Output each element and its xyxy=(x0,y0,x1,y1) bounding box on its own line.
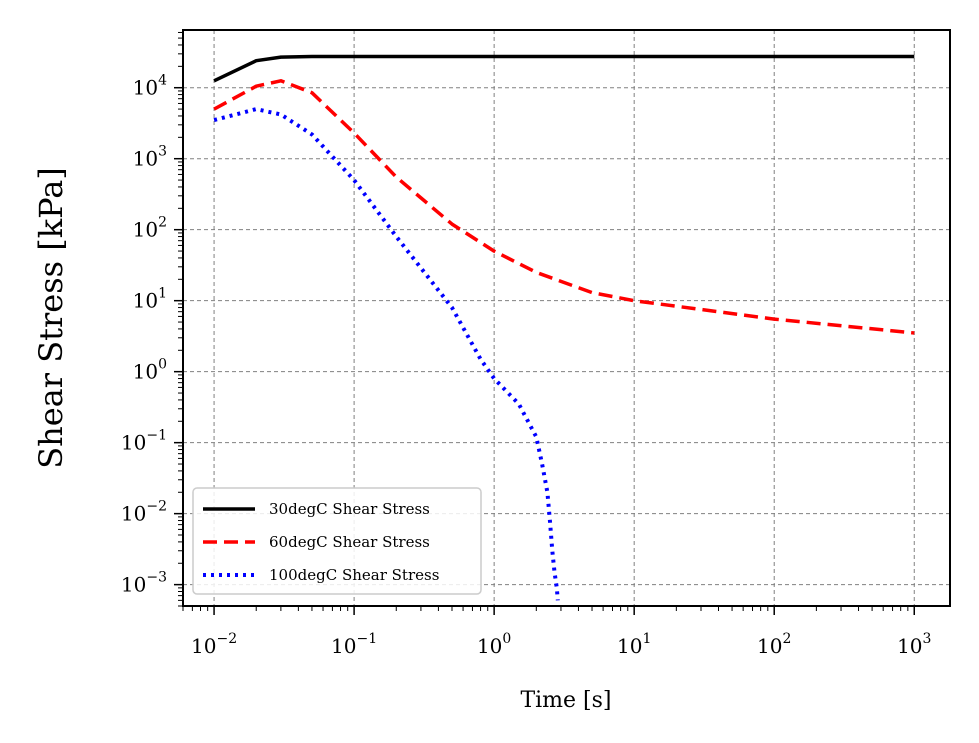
x-tick-label: 100 xyxy=(477,631,511,658)
x-axis-title: Time [s] xyxy=(520,688,611,713)
y-tick-label: 102 xyxy=(133,215,167,242)
y-tick-label: 104 xyxy=(133,73,167,100)
legend-box xyxy=(192,487,482,595)
x-tick-label: 10−2 xyxy=(191,631,237,658)
y-tick-label: 101 xyxy=(133,286,167,313)
legend: 30degC Shear Stress 60degC Shear Stress 10… xyxy=(192,487,482,595)
y-tick-label: 10−1 xyxy=(121,428,167,455)
y-tick-label: 10−2 xyxy=(121,499,167,526)
legend-label-2: 60degC Shear Stress xyxy=(269,533,430,551)
y-axis-title: Shear Stress [kPa] xyxy=(32,167,70,469)
series-line-1 xyxy=(213,54,915,83)
legend-label-1: 30degC Shear Stress xyxy=(269,500,430,518)
series-line-3 xyxy=(213,107,560,601)
x-tick-label: 101 xyxy=(617,631,651,658)
tick-labels: 10−2 10−1 100 101 102 103 10−3 10−2 10−1 100 101 10… xyxy=(121,73,932,658)
series-lines xyxy=(213,54,915,601)
grid xyxy=(183,30,950,606)
y-tick-label: 100 xyxy=(133,357,167,384)
x-tick-label: 10−1 xyxy=(331,631,377,658)
legend-label-3: 100degC Shear Stress xyxy=(269,566,439,584)
plot-frame xyxy=(182,29,951,607)
y-tick-label: 103 xyxy=(133,144,167,171)
series-line-2 xyxy=(213,79,915,335)
x-tick-label: 103 xyxy=(897,631,931,658)
axis-ticks xyxy=(174,31,916,615)
x-tick-label: 102 xyxy=(757,631,791,658)
y-tick-label: 10−3 xyxy=(121,570,167,597)
